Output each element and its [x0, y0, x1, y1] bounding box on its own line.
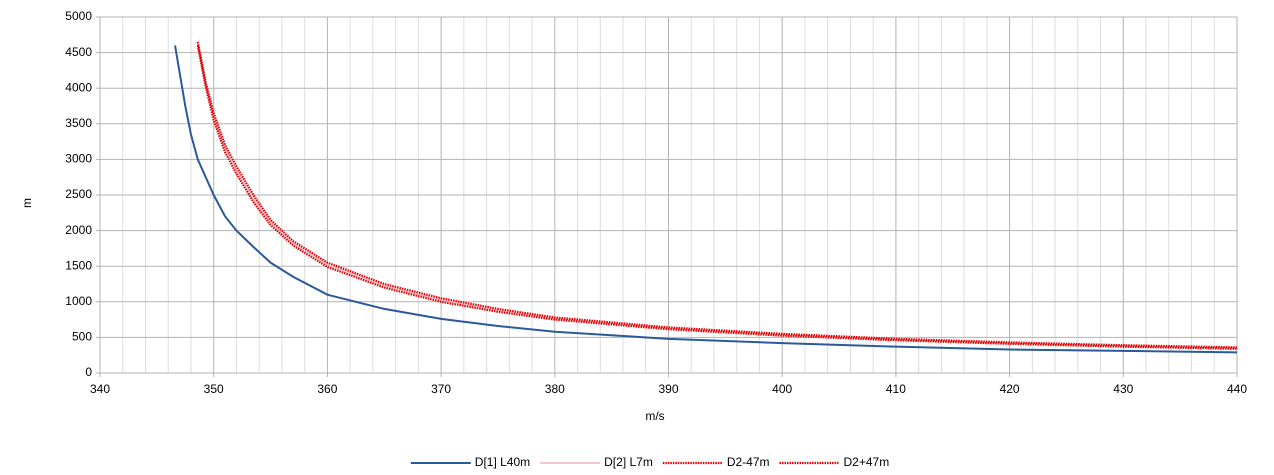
y-tick-label: 3000 [65, 152, 92, 166]
y-tick-label: 4500 [65, 45, 92, 59]
x-tick-label: 420 [1000, 382, 1020, 396]
x-tick-label: 340 [90, 382, 110, 396]
y-tick-label: 5000 [65, 9, 92, 23]
x-tick-label: 350 [204, 382, 224, 396]
series-line [196, 45, 1238, 350]
y-tick-label: 1000 [65, 294, 92, 308]
x-tick-label: 390 [658, 382, 678, 396]
legend-label: D[1] L40m [475, 455, 530, 469]
series-line [196, 43, 1238, 350]
x-tick-label: 360 [317, 382, 337, 396]
x-tick-label: 380 [545, 382, 565, 396]
y-tick-label: 2500 [65, 187, 92, 201]
x-tick-label: 410 [886, 382, 906, 396]
x-tick-label: 440 [1227, 382, 1247, 396]
x-tick-label: 400 [772, 382, 792, 396]
y-axis-title: m [20, 198, 34, 208]
y-tick-label: 4000 [65, 80, 92, 94]
legend-label: D[2] L7m [604, 455, 653, 469]
legend: D[1] L40m D[2] L7m D2-47m D2+47m [410, 455, 890, 469]
x-tick-label: 430 [1113, 382, 1133, 396]
legend-label: D2+47m [844, 455, 890, 469]
y-tick-label: 1500 [65, 258, 92, 272]
y-tick-label: 3500 [65, 116, 92, 130]
x-tick-label: 370 [431, 382, 451, 396]
y-tick-label: 0 [85, 365, 92, 379]
y-tick-label: 2000 [65, 223, 92, 237]
legend-label: D2-47m [727, 455, 770, 469]
series-line [196, 41, 1238, 349]
x-axis-title: m/s [645, 409, 664, 423]
y-tick-label: 500 [72, 330, 92, 344]
series-line [174, 45, 1238, 354]
